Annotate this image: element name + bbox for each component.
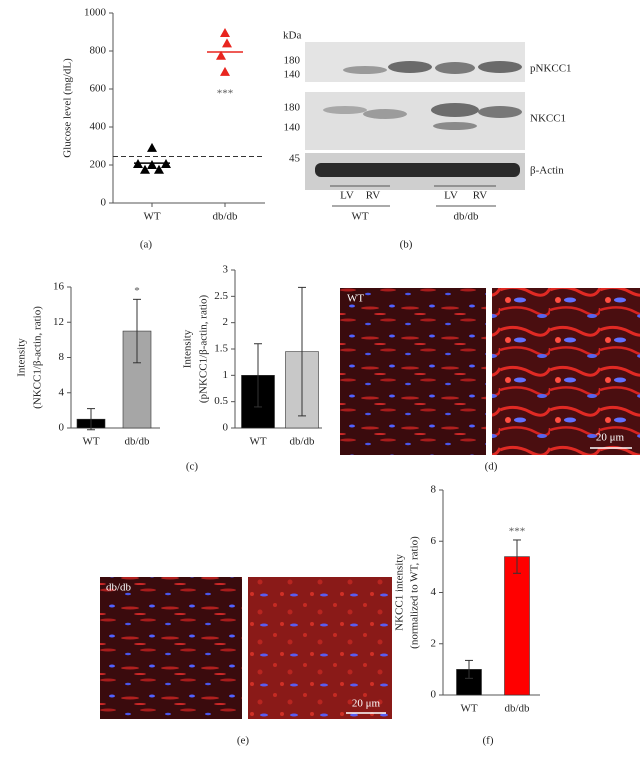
y-tick-label: 0: [431, 689, 437, 701]
blot-band: [388, 61, 432, 73]
y-tick-label: 1: [223, 369, 229, 381]
bar: [504, 556, 530, 696]
x-tick-label: db/db: [212, 211, 238, 223]
blot-marker: 45: [289, 153, 301, 165]
y-tick-label: 200: [90, 159, 107, 171]
y-tick-label: 16: [53, 281, 65, 293]
western-blot: kDa 180 140 pNKCC1 180 140 NKCC1 45 β-Ac…: [283, 30, 572, 223]
x-tick-label: db/db: [504, 703, 530, 715]
x-tick-label: WT: [460, 703, 477, 715]
blot-marker: 180: [284, 55, 301, 67]
image-label: WT: [347, 293, 364, 305]
y-tick-label: 0: [59, 422, 65, 434]
y-tick-label: 4: [59, 386, 65, 398]
point: [220, 27, 230, 37]
y-tick-label: 0: [101, 197, 107, 209]
blot-band: [478, 61, 522, 73]
y-axis-label: NKCC1 intensity: [394, 554, 406, 631]
blot-band: [478, 106, 522, 118]
lane-label: LV: [444, 190, 458, 202]
y-tick-label: 8: [59, 351, 65, 363]
x-tick-label: WT: [249, 436, 266, 448]
x-tick-label: WT: [82, 436, 99, 448]
blot-band: [431, 103, 479, 117]
y-axis-label: Glucose level (mg/dL): [62, 58, 74, 158]
panel-label: (d): [485, 461, 498, 473]
lane-label: RV: [366, 190, 380, 202]
blot-strip: [305, 92, 525, 150]
x-tick-label: WT: [143, 211, 160, 223]
blot-band: [363, 109, 407, 119]
blot-marker: 180: [284, 102, 301, 114]
y-axis-label: (normalized to WT, ratio): [409, 536, 421, 649]
x-tick-label: db/db: [124, 436, 150, 448]
group-label: db/db: [453, 211, 479, 223]
y-tick-label: 6: [431, 535, 437, 547]
y-tick-label: 600: [90, 83, 107, 95]
point: [220, 66, 230, 76]
y-tick-label: 1.5: [214, 343, 228, 355]
y-tick-label: 1000: [84, 7, 107, 19]
group-label: WT: [351, 211, 368, 223]
blot-band: [315, 163, 520, 177]
blot-band: [343, 66, 387, 74]
annotation: *: [134, 285, 140, 297]
y-tick-label: 2: [223, 316, 229, 328]
blot-row-label: pNKCC1: [530, 63, 572, 75]
y-axis-label: Intensity: [16, 338, 28, 377]
annotation: ***: [509, 526, 526, 538]
blot-marker: 140: [284, 122, 301, 134]
image-label: db/db: [106, 582, 132, 594]
scale-label: 20 μm: [596, 432, 625, 444]
blot-band: [323, 106, 367, 114]
panel-label: (b): [400, 239, 413, 251]
y-tick-label: 2.5: [214, 290, 228, 302]
y-tick-label: 8: [431, 484, 437, 496]
point: [147, 142, 157, 152]
blot-band: [435, 62, 475, 74]
y-tick-label: 3: [223, 264, 229, 276]
lane-label: LV: [340, 190, 354, 202]
micrograph: [100, 577, 242, 719]
blot-unit: kDa: [283, 30, 301, 42]
point: [147, 160, 157, 169]
y-tick-label: 800: [90, 45, 107, 57]
y-axis-label: Intensity: [182, 329, 194, 368]
panel-label: (c): [186, 461, 199, 473]
y-tick-label: 400: [90, 121, 107, 133]
y-tick-label: 12: [53, 316, 64, 328]
lane-label: RV: [473, 190, 487, 202]
y-axis-label: (NKCC1/β-actin, ratio): [32, 306, 44, 409]
y-tick-label: 0: [223, 422, 229, 434]
panel-label: (e): [237, 735, 250, 747]
point: [216, 50, 226, 60]
blot-row-label: NKCC1: [530, 113, 566, 125]
micrograph: [492, 288, 640, 455]
panel-label: (f): [483, 735, 494, 747]
micrograph: [340, 288, 486, 455]
y-tick-label: 4: [431, 586, 437, 598]
scale-label: 20 μm: [352, 698, 381, 710]
blot-marker: 140: [284, 69, 301, 81]
micrograph: [248, 577, 392, 719]
y-tick-label: 0.5: [214, 395, 228, 407]
annotation: ***: [217, 87, 234, 99]
blot-band: [433, 122, 477, 130]
point: [140, 164, 150, 174]
panel-label: (a): [140, 239, 153, 251]
blot-row-label: β-Actin: [530, 165, 564, 177]
point: [222, 38, 232, 48]
y-axis-label: (pNKCC1/β-actin, ratio): [198, 295, 210, 404]
y-tick-label: 2: [431, 637, 437, 649]
x-tick-label: db/db: [289, 436, 315, 448]
point: [154, 164, 164, 174]
